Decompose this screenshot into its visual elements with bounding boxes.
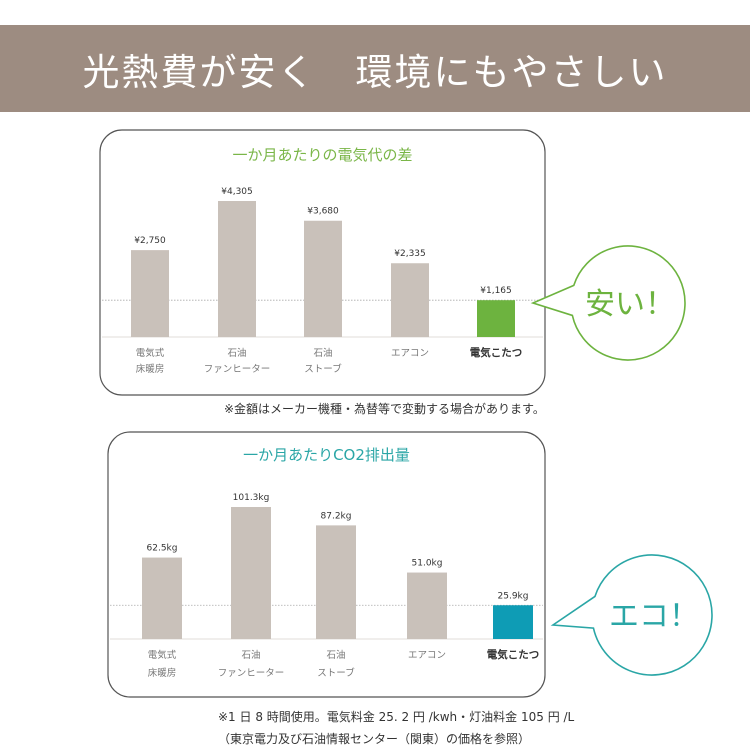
- chart1-data-label-5: ¥1,165: [480, 286, 512, 296]
- chart2-note-1: ※1 日 8 時間使用。電気料金 25. 2 円 /kwh・灯油料金 105 円…: [218, 710, 575, 724]
- chart1-category-label-4: エアコン: [391, 348, 429, 359]
- chart1-data-label-1: ¥2,750: [134, 236, 166, 246]
- chart2-note-2: （東京電力及び石油情報センター（関東）の価格を参照）: [218, 732, 531, 746]
- chart2-bar-1: [142, 557, 182, 639]
- chart2-data-label-1: 62.5kg: [147, 544, 178, 554]
- chart1-bar-4: [391, 263, 429, 337]
- chart2-category-label-1-line2: 床暖房: [148, 667, 177, 679]
- page-title: 光熱費が安く 環境にもやさしい: [82, 50, 668, 94]
- chart2-bar-2: [231, 507, 271, 639]
- chart2-data-label-5: 25.9kg: [498, 591, 529, 601]
- chart1-bar-1: [131, 250, 169, 337]
- page-header: 光熱費が安く 環境にもやさしい: [0, 25, 750, 112]
- chart1-data-label-4: ¥2,335: [394, 249, 426, 259]
- chart2-category-label-3: 石油: [326, 649, 345, 661]
- chart1-category-label-3-line2: ストーブ: [304, 363, 342, 375]
- chart2-category-label-2-line2: ファンヒーター: [218, 668, 285, 679]
- chart2-category-label-5: 電気こたつ: [487, 648, 540, 661]
- chart1-callout-text: 安い！: [585, 287, 675, 322]
- chart1-category-label-1: 電気式: [136, 347, 165, 359]
- chart1-category-label-1-line2: 床暖房: [136, 363, 165, 375]
- chart1-bar-3: [304, 220, 342, 337]
- chart2-callout-text: エコ！: [609, 599, 699, 634]
- chart2-category-label-2: 石油: [241, 649, 260, 661]
- chart2-title: 一か月あたりCO2排出量: [243, 446, 410, 464]
- chart1-bar-2: [218, 201, 256, 337]
- chart1-category-label-3: 石油: [313, 347, 332, 359]
- chart2-data-label-3: 87.2kg: [321, 511, 352, 521]
- chart2-bar-5: [493, 605, 533, 639]
- chart1-category-label-2: 石油: [227, 347, 246, 359]
- chart1-note: ※金額はメーカー機種・為替等で変動する場合があります。: [224, 402, 545, 416]
- chart1-data-label-3: ¥3,680: [307, 207, 339, 217]
- chart1-data-label-2: ¥4,305: [221, 187, 253, 197]
- chart2-category-label-3-line2: ストーブ: [317, 667, 355, 679]
- chart2-category-label-1: 電気式: [148, 649, 177, 661]
- chart1-title: 一か月あたりの電気代の差: [232, 146, 412, 164]
- chart1-category-label-5: 電気こたつ: [470, 346, 523, 359]
- chart2-category-label-4: エアコン: [408, 650, 446, 661]
- chart2-callout-bubble: [550, 554, 713, 676]
- chart2-bar-3: [316, 525, 356, 639]
- chart2-data-label-2: 101.3kg: [233, 493, 270, 503]
- chart2-bar-4: [407, 572, 447, 639]
- chart2-data-label-4: 51.0kg: [412, 559, 443, 569]
- chart1-callout-bubble: [530, 245, 686, 361]
- chart1-bar-5: [477, 300, 515, 337]
- chart1-category-label-2-line2: ファンヒーター: [204, 364, 271, 375]
